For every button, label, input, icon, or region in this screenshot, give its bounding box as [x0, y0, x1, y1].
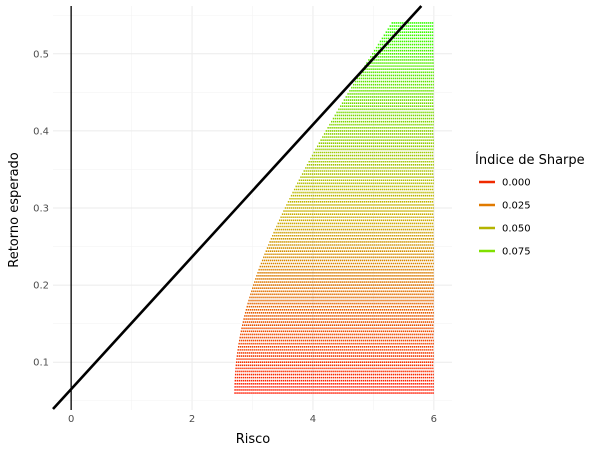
- y-axis-ticks: 0.1 0.2 0.3 0.4 0.5: [33, 49, 49, 368]
- y-tick-label: 0.2: [33, 281, 49, 292]
- y-tick-label: 0.1: [33, 358, 49, 369]
- frontier-points: [234, 22, 434, 394]
- legend-label: 0.025: [502, 201, 531, 212]
- legend-title: Índice de Sharpe: [475, 152, 585, 168]
- x-axis-ticks: 0 2 4 6: [68, 414, 437, 425]
- capital-market-line: [52, 5, 423, 410]
- legend-label: 0.075: [502, 247, 531, 258]
- legend: Índice de Sharpe 0.000 0.025 0.050 0.075: [475, 152, 585, 258]
- y-tick-label: 0.5: [33, 49, 49, 60]
- x-axis-title: Risco: [236, 432, 271, 447]
- y-axis-title: Retorno esperado: [7, 152, 22, 268]
- y-tick-label: 0.3: [33, 204, 49, 215]
- x-tick-label: 6: [431, 414, 437, 425]
- legend-label: 0.000: [502, 178, 531, 189]
- x-tick-label: 0: [68, 414, 74, 425]
- x-tick-label: 4: [310, 414, 316, 425]
- grid: [53, 6, 452, 410]
- legend-label: 0.050: [502, 224, 531, 235]
- x-tick-label: 2: [189, 414, 195, 425]
- reference-lines: [52, 5, 423, 410]
- y-tick-label: 0.4: [33, 126, 49, 137]
